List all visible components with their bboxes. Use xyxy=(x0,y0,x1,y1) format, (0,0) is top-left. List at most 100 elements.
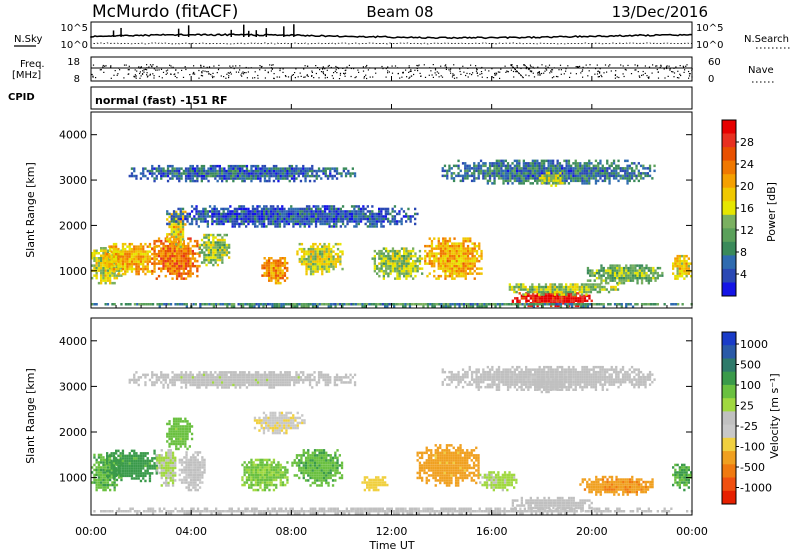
power-cells-cell-2 xyxy=(155,262,158,265)
power-cells-cell-17 xyxy=(296,303,299,306)
power-cells-cell-10 xyxy=(558,283,561,286)
power-cells-cell-14 xyxy=(565,167,568,170)
power-cells-cell-10 xyxy=(565,285,568,289)
power-cells-cell-0 xyxy=(104,276,107,280)
power-cells-cell-14 xyxy=(500,177,503,180)
power-cells-cell-13 xyxy=(250,167,253,170)
power-cells-cell-4 xyxy=(219,233,222,237)
power-cells-cell-13 xyxy=(191,179,194,183)
freq-dot xyxy=(518,73,520,75)
power-cells-cell-14 xyxy=(637,169,640,173)
power-cells-cell-8 xyxy=(430,242,434,245)
power-cells-cell-13 xyxy=(200,174,203,178)
power-cells-cell-17 xyxy=(469,303,472,306)
power-cells-cell-14 xyxy=(536,182,539,185)
power-cells-cell-15 xyxy=(563,181,567,185)
freq-dot xyxy=(663,68,665,70)
power-cells-cell-0 xyxy=(100,254,103,257)
power-cells-cell-1 xyxy=(137,245,140,248)
power-cells-cell-16 xyxy=(188,215,191,218)
power-cells-cell-16 xyxy=(251,217,255,221)
power-cells-cell-8 xyxy=(444,267,447,270)
power-cells-cell-13 xyxy=(324,169,327,173)
power-cells-cell-13 xyxy=(263,172,267,175)
power-cells-cell-10 xyxy=(585,283,588,286)
power-cells-cell-9 xyxy=(554,299,557,303)
power-cells-cell-17 xyxy=(422,303,425,306)
freq-dot xyxy=(685,65,687,67)
power-cells-cell-6 xyxy=(325,247,328,251)
freq-dot xyxy=(233,68,235,70)
power-cells-cell-16 xyxy=(181,212,185,216)
power-cells-cell-16 xyxy=(218,222,221,226)
power-cells-cell-13 xyxy=(243,169,246,173)
power-cells-cell-13 xyxy=(257,177,260,180)
power-cells-cell-14 xyxy=(619,177,622,180)
power-cells-cell-6 xyxy=(339,262,342,266)
freq-dot xyxy=(609,64,611,66)
power-cells-cell-16 xyxy=(274,212,277,216)
power-cells-cell-8 xyxy=(428,259,431,263)
power-cells-cell-12 xyxy=(676,267,679,270)
freq-dot xyxy=(488,70,490,72)
freq-dot xyxy=(128,65,130,67)
power-cells-cell-0 xyxy=(104,254,107,257)
power-cells-cell-10 xyxy=(510,285,514,289)
power-cells-cell-2 xyxy=(173,242,176,245)
power-cells-cell-11 xyxy=(645,276,648,280)
power-cells-cell-5 xyxy=(263,264,266,267)
power-cells-cell-14 xyxy=(574,162,577,165)
power-cells-cell-14 xyxy=(543,164,546,168)
power-cells-cell-1 xyxy=(124,242,127,246)
power-cells-cell-1 xyxy=(137,262,140,266)
power-cells-cell-14 xyxy=(497,172,501,175)
freq-dot xyxy=(672,71,674,73)
power-cells-cell-16 xyxy=(267,212,270,216)
power-cells-cell-1 xyxy=(133,267,136,271)
power-cells-cell-11 xyxy=(609,264,612,267)
power-cells-cell-1 xyxy=(112,255,116,258)
freq-dot xyxy=(648,76,650,78)
power-cells-cell-13 xyxy=(239,167,242,170)
power-cells-cell-14 xyxy=(570,179,573,183)
power-cells-cell-1 xyxy=(121,245,125,248)
power-cells-cell-6 xyxy=(309,272,313,276)
power-cells-cell-8 xyxy=(433,274,436,278)
power-cells-cell-4 xyxy=(223,243,226,247)
freq-dot xyxy=(413,73,415,76)
power-cells-cell-16 xyxy=(369,210,372,213)
power-cells-cell-16 xyxy=(346,217,349,221)
power-cells-cell-16 xyxy=(195,205,198,208)
power-cells-cell-16 xyxy=(263,212,266,216)
power-cells-cell-2 xyxy=(182,254,185,258)
power-cells-cell-2 xyxy=(173,249,176,253)
power-cells-cell-2 xyxy=(187,247,190,250)
power-cells-cell-13 xyxy=(187,167,190,170)
power-cells-cell-16 xyxy=(317,215,320,218)
freq-dot xyxy=(634,69,636,71)
power-cells-cell-2 xyxy=(193,257,197,260)
power-cells-cell-16 xyxy=(258,210,261,213)
power-cells-cell-16 xyxy=(371,212,374,216)
power-cells-cell-8 xyxy=(428,244,431,248)
power-cells-cell-14 xyxy=(536,164,539,168)
power-cells-cell-16 xyxy=(283,207,286,211)
freq-dot xyxy=(625,69,627,71)
power-cells-cell-13 xyxy=(178,179,181,183)
power-cells-cell-12 xyxy=(681,274,684,278)
power-cells-cell-7 xyxy=(391,249,395,253)
power-cells-cell-2 xyxy=(173,272,176,275)
power-cells-cell-2 xyxy=(153,264,156,268)
power-cells-cell-16 xyxy=(353,205,356,208)
power-cells-cell-1 xyxy=(126,252,129,256)
freq-dot xyxy=(238,71,240,73)
power-cells-cell-13 xyxy=(153,167,156,170)
power-cells-cell-13 xyxy=(200,164,203,168)
power-cells-cell-14 xyxy=(455,164,458,168)
power-cells-cell-2 xyxy=(189,274,192,278)
power-cells-cell-14 xyxy=(567,177,571,180)
power-cells-cell-4 xyxy=(219,238,222,242)
power-cells-cell-13 xyxy=(252,172,255,175)
power-cells-cell-3 xyxy=(172,228,176,231)
power-cells-cell-17 xyxy=(262,305,265,308)
